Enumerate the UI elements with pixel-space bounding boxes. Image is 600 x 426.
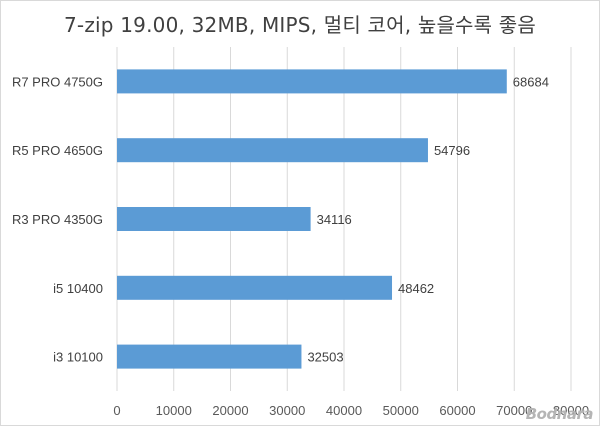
chart-title: 7-zip 19.00, 32MB, MIPS, 멀티 코어, 높을수록 좋음 (63, 13, 536, 37)
category-label: i3 10100 (53, 350, 103, 365)
category-label: i5 10400 (53, 281, 103, 296)
x-tick-label: 70000 (496, 403, 532, 418)
data-label: 34116 (317, 212, 352, 227)
bar (117, 275, 393, 300)
category-label: R3 PRO 4350G (12, 212, 103, 227)
category-label: R5 PRO 4650G (12, 143, 103, 158)
x-tick-label: 60000 (439, 403, 475, 418)
bar (117, 207, 311, 231)
data-label: 68684 (513, 74, 549, 89)
watermark-logo: Bodnara (525, 405, 594, 423)
x-tick-label: 20000 (212, 403, 248, 418)
x-tick-label: 40000 (326, 403, 362, 418)
data-label: 54796 (434, 143, 470, 158)
data-label: 48462 (398, 281, 434, 296)
x-tick-label: 80000 (553, 403, 589, 418)
category-label: R7 PRO 4750G (12, 74, 103, 89)
bar (117, 69, 507, 94)
x-tick-label: 0 (113, 403, 120, 418)
x-tick-label: 50000 (383, 403, 419, 418)
bar (117, 344, 302, 369)
x-tick-label: 30000 (269, 403, 305, 418)
bar (117, 138, 428, 163)
x-tick-label: 10000 (156, 403, 192, 418)
data-label: 32503 (307, 350, 343, 365)
